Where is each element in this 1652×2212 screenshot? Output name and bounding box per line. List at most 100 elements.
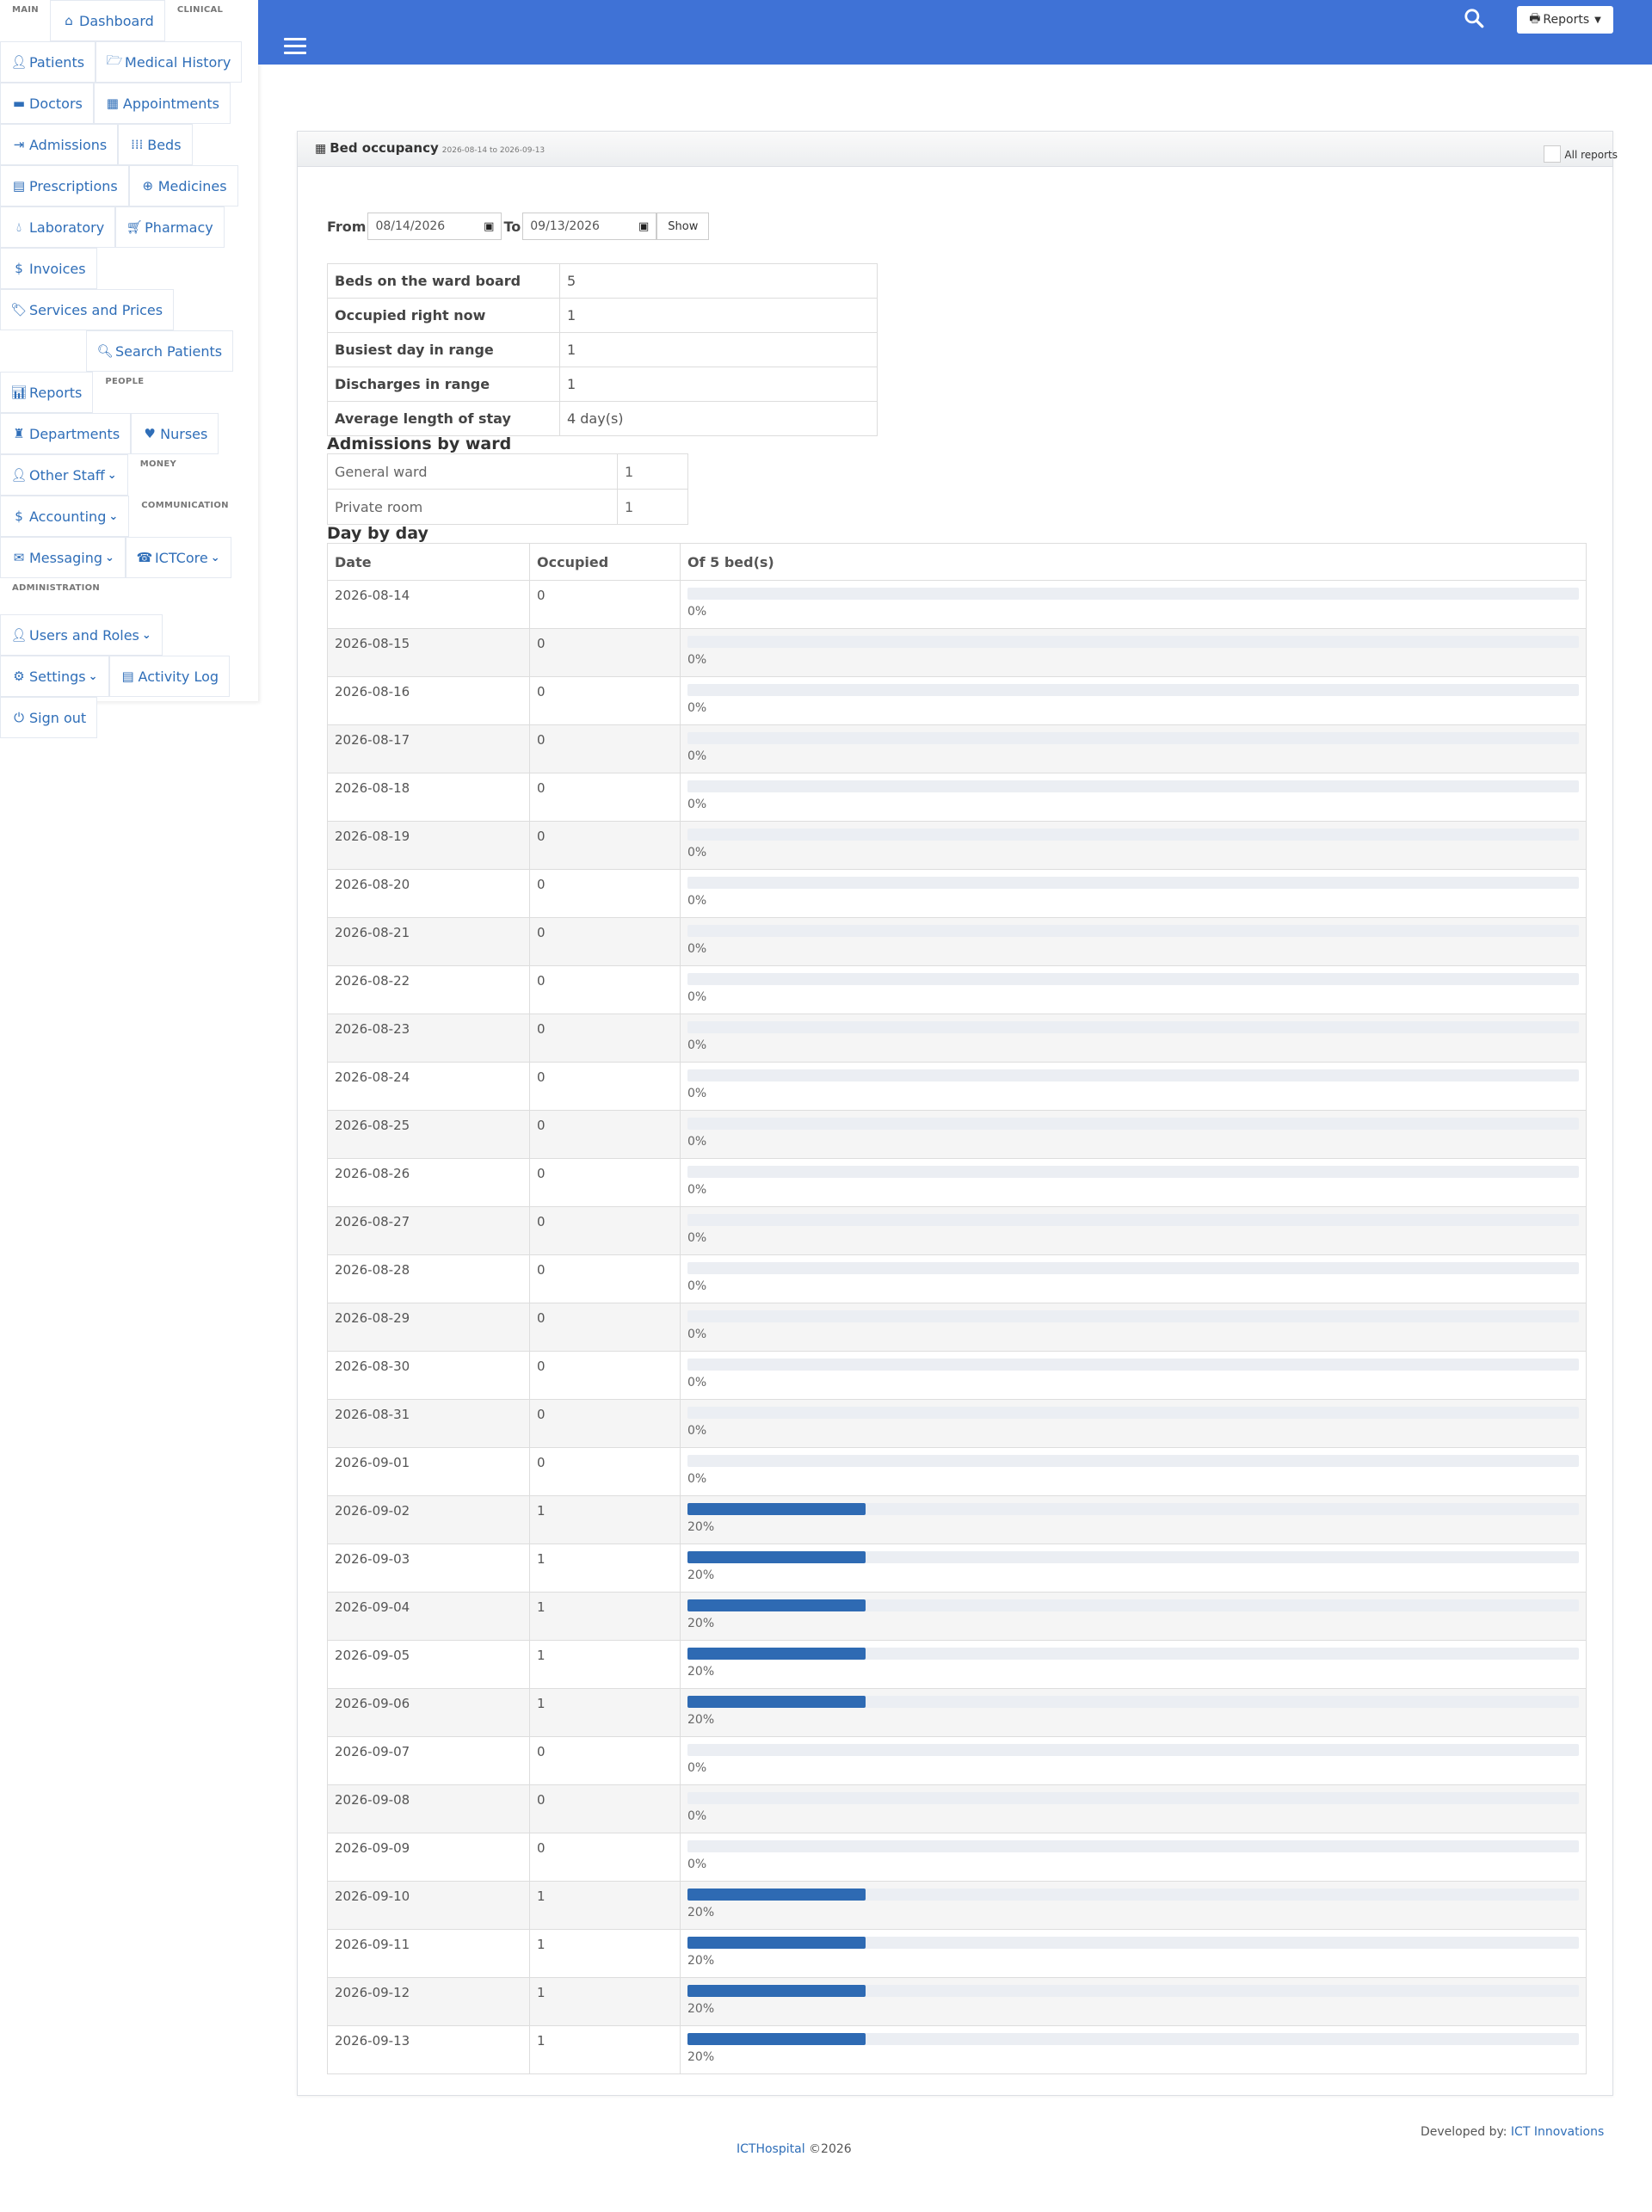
sidebar-item-accounting[interactable]: $ Accounting ⌄ (0, 496, 130, 537)
day-by-day-heading: Day by day (327, 524, 428, 543)
sidebar-item-reports[interactable]: 📊︎ Reports (0, 372, 94, 413)
table-row: 2026-09-11 1 20% (327, 1929, 1587, 1978)
ward-row: Private room 1 (327, 489, 688, 525)
day-date: 2026-08-30 (327, 1351, 530, 1400)
from-date-input[interactable]: 08/14/2026 ▣ (367, 213, 502, 240)
day-date: 2026-09-13 (327, 2025, 530, 2074)
list-icon: ▤ (121, 669, 134, 684)
report-panel: ▦ Bed occupancy 2026-08-14 to 2026-09-13 A… (297, 131, 1618, 2096)
user-icon: 👤︎ (10, 467, 28, 483)
occupancy-bar-track (687, 1744, 1579, 1756)
occupancy-percent: 20% (687, 1713, 715, 1727)
to-date-input[interactable]: 09/13/2026 ▣ (522, 213, 657, 240)
footer-developer-link[interactable]: ICT Innovations (1510, 2125, 1605, 2139)
ward-name: General ward (327, 453, 618, 490)
occupancy-percent: 0% (687, 1038, 707, 1052)
table-row: 2026-09-09 0 0% (327, 1833, 1587, 1882)
day-occupancy-cell: 0% (680, 676, 1587, 725)
sidebar-item-label: Departments (29, 425, 120, 442)
chevron-down-icon: ⌄ (141, 628, 151, 642)
day-occupied: 0 (529, 724, 681, 773)
reports-dropdown[interactable]: 🖶︎ Reports ▼ (1517, 6, 1613, 34)
user-icon: 👤︎ (10, 54, 28, 70)
day-occupancy-cell: 0% (680, 773, 1587, 822)
day-date: 2026-08-21 (327, 917, 530, 966)
sidebar-item-pharmacy[interactable]: 🛒︎ Pharmacy (115, 206, 225, 248)
day-occupancy-cell: 0% (680, 1014, 1587, 1063)
footer-brand-link[interactable]: ICTHospital (737, 2142, 805, 2156)
occupancy-bar-track (687, 1503, 1579, 1515)
day-date: 2026-08-26 (327, 1158, 530, 1207)
from-label: From (327, 218, 367, 235)
day-date: 2026-09-12 (327, 1977, 530, 2026)
table-row: 2026-09-06 1 20% (327, 1688, 1587, 1737)
sidebar-item-beds[interactable]: ⁞⁞⁞ Beds (118, 124, 193, 165)
menu-toggle-icon[interactable] (284, 38, 306, 55)
from-date-value: 08/14/2026 (375, 219, 446, 233)
occupancy-bar-track (687, 1455, 1579, 1467)
sidebar-item-settings[interactable]: ⚙ Settings ⌄ (0, 656, 109, 697)
sidebar-item-label: Users and Roles (29, 626, 139, 644)
sidebar-item-patients[interactable]: 👤︎ Patients (0, 41, 96, 83)
table-row: 2026-08-16 0 0% (327, 676, 1587, 725)
sidebar-item-label: Accounting (29, 508, 107, 525)
day-occupied: 0 (529, 1062, 681, 1111)
table-row: 2026-08-24 0 0% (327, 1062, 1587, 1111)
sidebar-item-prescriptions[interactable]: ▤ Prescriptions (0, 165, 129, 206)
all-reports-checkbox[interactable] (1544, 145, 1562, 163)
search-icon[interactable] (1463, 7, 1492, 36)
day-occupied: 0 (529, 1784, 681, 1833)
sidebar-item-label: Dashboard (79, 12, 154, 29)
sidebar-item-admissions[interactable]: ⇥ Admissions (0, 124, 119, 165)
sidebar-item-search-patients[interactable]: 🔍︎ Search Patients (86, 330, 234, 372)
sidebar-item-activity-log[interactable]: ▤ Activity Log (108, 656, 231, 697)
sidebar-item-ictcore[interactable]: ☎ ICTCore ⌄ (125, 537, 231, 578)
table-row: 2026-09-04 1 20% (327, 1592, 1587, 1641)
sidebar-item-sign-out[interactable]: ⏻ Sign out (0, 697, 98, 738)
occupancy-bar-track (687, 1840, 1579, 1852)
occupancy-bar-track (687, 925, 1579, 937)
occupancy-percent: 0% (687, 894, 707, 908)
table-row: 2026-08-14 0 0% (327, 580, 1587, 629)
sidebar-item-label: Appointments (122, 95, 219, 112)
sidebar-item-nurses[interactable]: ♥ Nurses (131, 413, 219, 454)
sidebar-item-label: Admissions (29, 136, 108, 153)
sidebar-item-messaging[interactable]: ✉ Messaging ⌄ (0, 537, 126, 578)
sidebar-item-label: Activity Log (138, 668, 219, 685)
section-label-money: MONEY (139, 459, 177, 469)
all-reports-link[interactable]: All reports (1544, 145, 1618, 163)
show-button[interactable]: Show (656, 213, 710, 240)
table-header-row: Date Occupied Of 5 bed(s) (327, 543, 1587, 581)
day-occupancy-cell: 20% (680, 2025, 1587, 2074)
sidebar-item-doctors[interactable]: ▬ Doctors (0, 83, 94, 124)
sidebar-item-laboratory[interactable]: 💧︎ Laboratory (0, 206, 116, 248)
day-table: Date Occupied Of 5 bed(s) 2026-08-14 0 0% 2… (327, 543, 1587, 2074)
prescription-icon: ▤ (12, 178, 26, 194)
table-row: 2026-08-31 0 0% (327, 1399, 1587, 1448)
sidebar-item-appointments[interactable]: ▦ Appointments (93, 83, 231, 124)
table-row: 2026-08-17 0 0% (327, 724, 1587, 773)
sidebar-item-services-prices[interactable]: 🏷︎ Services and Prices (0, 289, 175, 330)
day-date: 2026-08-19 (327, 821, 530, 870)
sidebar-item-other-staff[interactable]: 👤︎ Other Staff ⌄ (0, 454, 128, 496)
footer-developer-prefix: Developed by: (1421, 2125, 1507, 2139)
ward-row: General ward 1 (327, 453, 688, 490)
occupancy-bar-fill (687, 1889, 866, 1901)
sidebar-item-medical-history[interactable]: 🗁︎ Medical History (96, 41, 243, 83)
table-row: 2026-09-13 1 20% (327, 2025, 1587, 2074)
table-row: 2026-09-01 0 0% (327, 1447, 1587, 1496)
day-occupancy-cell: 0% (680, 1833, 1587, 1882)
sidebar-item-users-roles[interactable]: 👤︎ Users and Roles ⌄ (0, 614, 163, 656)
day-date: 2026-08-22 (327, 965, 530, 1014)
heart-icon: ♥ (144, 426, 156, 441)
sidebar-item-medicines[interactable]: ⊕ Medicines (128, 165, 238, 206)
table-row: 2026-08-21 0 0% (327, 917, 1587, 966)
sidebar-item-label: Patients (29, 53, 85, 71)
sidebar-item-invoices[interactable]: $ Invoices (0, 248, 97, 289)
occupancy-percent: 0% (687, 798, 707, 811)
sidebar-item-label: Pharmacy (145, 219, 213, 236)
occupancy-bar-fill (687, 1551, 866, 1563)
briefcase-icon: ▬ (12, 96, 26, 111)
sidebar-item-departments[interactable]: ♜ Departments (0, 413, 132, 454)
sidebar-item-dashboard[interactable]: ⌂ Dashboard (50, 0, 165, 41)
